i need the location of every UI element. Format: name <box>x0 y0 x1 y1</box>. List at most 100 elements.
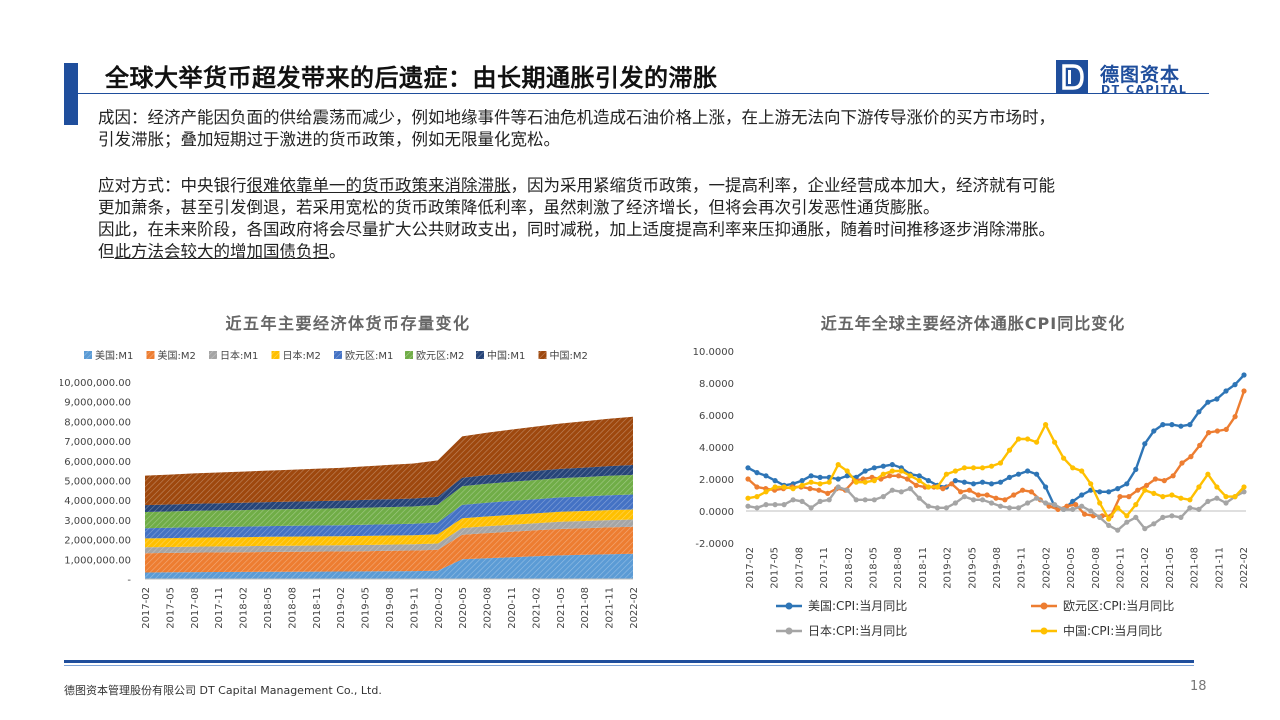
data-point <box>1034 495 1040 501</box>
data-point <box>952 468 958 474</box>
page-number: 18 <box>1190 679 1207 694</box>
data-point <box>781 502 787 508</box>
x-tick-label: 2018-08 <box>287 587 298 629</box>
data-point <box>1061 455 1067 461</box>
legend-label: 美国:CPI:当月同比 <box>808 599 907 613</box>
data-point <box>790 497 796 503</box>
y-tick-label: 0.0000 <box>699 507 734 518</box>
data-point <box>966 487 972 493</box>
y-tick-label: 9,000,000.00 <box>64 398 131 409</box>
logo-english-text: DT CAPITAL <box>1101 83 1188 96</box>
data-point <box>871 478 877 484</box>
y-tick-label: 5,000,000.00 <box>64 477 131 488</box>
data-point <box>1052 502 1058 508</box>
legend-label: 中国:M1 <box>487 349 525 362</box>
data-point <box>988 481 995 487</box>
data-point <box>1196 506 1202 512</box>
data-point <box>1034 439 1040 445</box>
data-point <box>1061 506 1067 512</box>
data-point <box>763 502 769 508</box>
legend-swatch <box>146 351 155 359</box>
y-tick-label: 6.0000 <box>699 411 734 422</box>
data-point <box>1152 476 1158 482</box>
data-point <box>1144 482 1150 488</box>
data-point <box>1241 388 1247 394</box>
x-tick-label: 2021-05 <box>1165 547 1176 589</box>
data-point <box>943 471 949 477</box>
data-point <box>1241 372 1247 378</box>
data-point <box>790 486 796 492</box>
data-point <box>799 478 805 484</box>
area-series-7 <box>145 416 633 506</box>
chart-title: 近五年全球主要经济体通胀CPI同比变化 <box>821 314 1125 333</box>
data-point <box>862 479 868 485</box>
data-point <box>961 494 967 500</box>
data-point <box>745 465 751 471</box>
x-tick-label: 2018-08 <box>893 547 904 589</box>
x-tick-label: 2019-11 <box>1017 547 1028 589</box>
x-tick-label: 2020-11 <box>507 587 518 629</box>
data-point <box>880 463 886 469</box>
data-point <box>1043 422 1049 428</box>
data-point <box>1178 495 1184 501</box>
x-tick-label: 2019-02 <box>943 547 954 589</box>
data-point <box>961 479 967 485</box>
data-point <box>745 503 751 509</box>
x-tick-label: 2021-11 <box>1214 547 1225 589</box>
data-point <box>970 497 977 503</box>
data-point <box>1079 492 1085 498</box>
legend-label: 日本:M2 <box>283 349 321 362</box>
data-point <box>1151 521 1157 527</box>
data-point <box>763 489 769 495</box>
data-point <box>997 460 1004 466</box>
data-point <box>1161 478 1167 484</box>
company-logo: 德图资本 DT CAPITAL <box>1056 60 1196 96</box>
slide-title: 全球大举货币超发带来的后遗症：由长期通胀引发的滞胀 <box>105 64 718 92</box>
data-point <box>1006 474 1013 480</box>
data-point <box>1006 447 1013 453</box>
x-tick-label: 2018-02 <box>239 587 250 629</box>
data-point <box>1011 492 1017 498</box>
data-point <box>763 473 769 479</box>
line-series-2 <box>747 485 1245 532</box>
x-tick-label: 2017-05 <box>770 547 781 589</box>
legend-marker <box>785 627 793 635</box>
data-point <box>880 494 886 500</box>
data-point <box>896 473 902 479</box>
data-point <box>772 502 778 508</box>
legend-swatch <box>538 351 547 359</box>
data-point <box>853 497 859 503</box>
x-tick-label: 2021-08 <box>1190 547 1201 589</box>
x-tick-label: 2018-11 <box>918 547 929 589</box>
logo-d-icon <box>1056 60 1088 94</box>
x-tick-label: 2017-02 <box>745 547 756 589</box>
data-point <box>952 500 958 506</box>
x-tick-label: 2022-02 <box>1239 547 1250 589</box>
x-tick-label: 2019-02 <box>336 587 347 629</box>
data-point <box>979 479 986 485</box>
data-point <box>1170 473 1176 479</box>
response-end: 。 <box>329 242 346 261</box>
y-tick-label: 4,000,000.00 <box>64 496 131 507</box>
data-point <box>745 476 751 482</box>
data-point <box>799 498 805 504</box>
data-point <box>1223 426 1229 432</box>
data-point <box>808 505 814 511</box>
data-point <box>1133 514 1139 520</box>
x-tick-label: 2018-05 <box>869 547 880 589</box>
x-tick-label: 2017-02 <box>141 587 152 629</box>
title-accent-bar <box>64 63 78 125</box>
x-tick-label: 2017-08 <box>794 547 805 589</box>
chart-title: 近五年主要经济体货币存量变化 <box>225 314 470 333</box>
cpi-line-chart: 近五年全球主要经济体通胀CPI同比变化 10.0000 8.0000 6.0000 4.… <box>693 314 1250 638</box>
data-point <box>940 486 946 492</box>
data-point <box>1028 489 1034 495</box>
legend-swatch <box>84 351 92 359</box>
data-point <box>754 494 760 500</box>
data-point <box>817 481 823 487</box>
footer-divider-thin <box>64 665 1194 666</box>
data-point <box>970 465 977 471</box>
y-tick-label: 8.0000 <box>699 379 734 390</box>
footer-company: 德图资本管理股份有限公司 DT Capital Management Co., … <box>64 684 382 697</box>
